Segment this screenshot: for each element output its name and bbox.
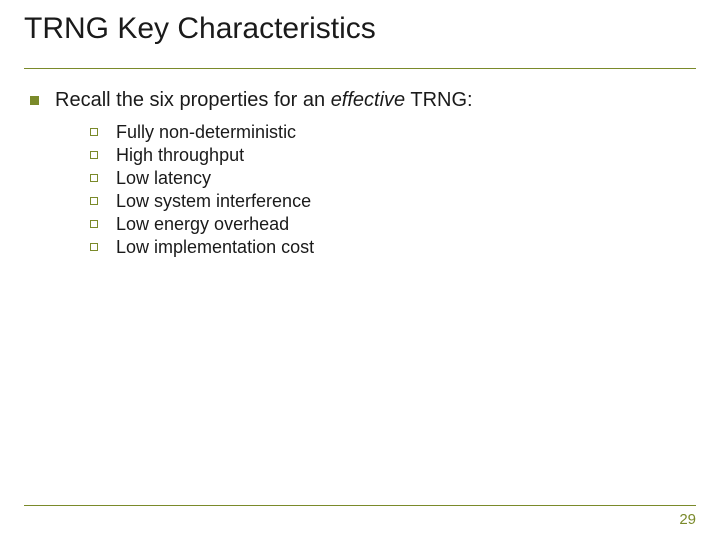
footer-rule bbox=[24, 505, 696, 506]
title-rule bbox=[24, 68, 696, 69]
list-item: Low implementation cost bbox=[90, 237, 696, 258]
intro-bullet: Recall the six properties for an effecti… bbox=[30, 89, 696, 112]
list-item-label: High throughput bbox=[116, 145, 244, 166]
intro-text: Recall the six properties for an effecti… bbox=[55, 89, 473, 112]
list-item-label: Low implementation cost bbox=[116, 237, 314, 258]
intro-pre: Recall the six properties for an bbox=[55, 89, 331, 111]
hollow-square-bullet-icon bbox=[90, 197, 98, 205]
intro-post: TRNG: bbox=[405, 89, 472, 111]
list-item-label: Low system interference bbox=[116, 191, 311, 212]
list-item-label: Low latency bbox=[116, 168, 211, 189]
list-item-label: Low energy overhead bbox=[116, 214, 289, 235]
hollow-square-bullet-icon bbox=[90, 151, 98, 159]
hollow-square-bullet-icon bbox=[90, 243, 98, 251]
list-item: Low latency bbox=[90, 168, 696, 189]
list-item: Fully non-deterministic bbox=[90, 122, 696, 143]
list-item: Low energy overhead bbox=[90, 214, 696, 235]
intro-em: effective bbox=[331, 89, 405, 111]
square-bullet-icon bbox=[30, 96, 39, 105]
page-number: 29 bbox=[679, 511, 696, 528]
hollow-square-bullet-icon bbox=[90, 128, 98, 136]
hollow-square-bullet-icon bbox=[90, 220, 98, 228]
list-item: High throughput bbox=[90, 145, 696, 166]
list-item-label: Fully non-deterministic bbox=[116, 122, 296, 143]
hollow-square-bullet-icon bbox=[90, 174, 98, 182]
slide-title: TRNG Key Characteristics bbox=[24, 12, 696, 54]
list-item: Low system interference bbox=[90, 191, 696, 212]
properties-list: Fully non-deterministic High throughput … bbox=[90, 122, 696, 258]
